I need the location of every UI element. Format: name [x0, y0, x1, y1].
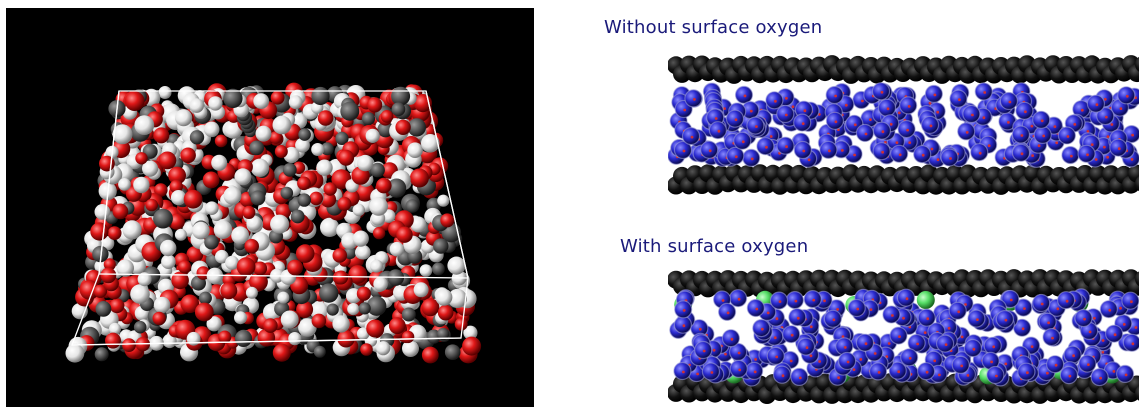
simulation-box-outline — [71, 90, 469, 346]
molecular-box-panel — [6, 8, 534, 407]
pore-render-top — [668, 55, 1139, 195]
caption-without-surface-oxygen: Without surface oxygen — [604, 17, 823, 38]
molecule-cluster — [65, 82, 482, 364]
slit-pore-with-oxygen — [668, 266, 1139, 407]
molecular-box-render — [65, 82, 482, 364]
caption-with-surface-oxygen: With surface oxygen — [620, 236, 809, 257]
pore-render-bottom — [668, 269, 1139, 404]
slit-pore-without-oxygen — [668, 52, 1139, 198]
